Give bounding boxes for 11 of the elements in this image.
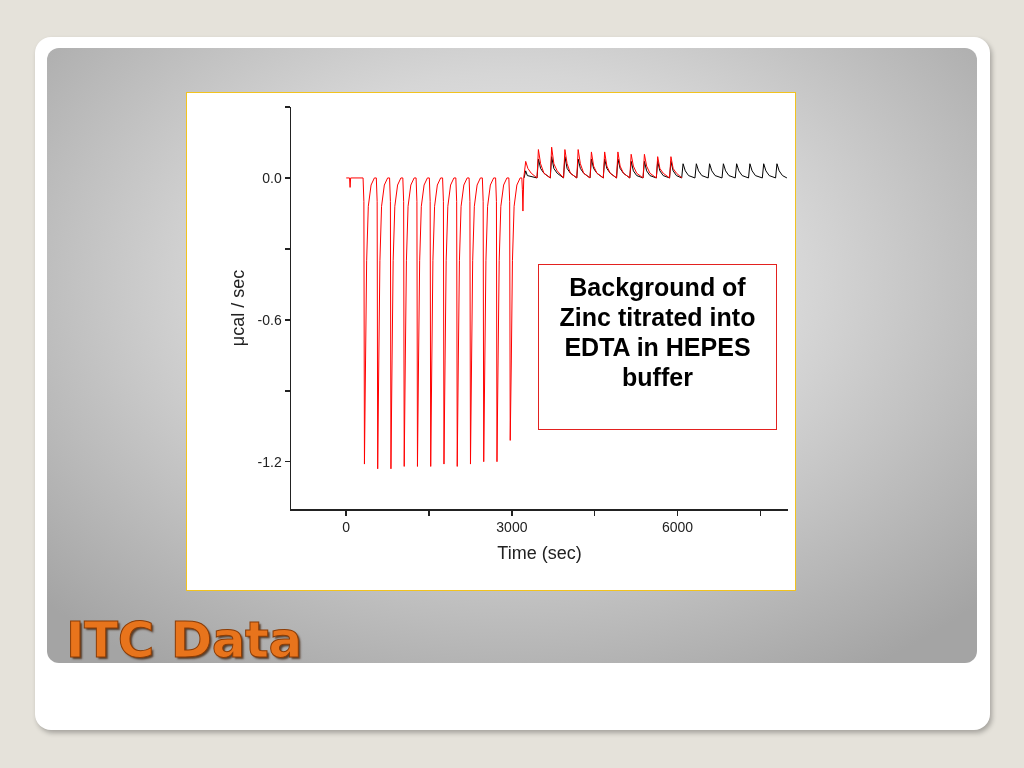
y-tick-label: -0.6 [257,311,282,328]
y-tick-label: 0.0 [262,169,282,186]
y-axis-title: μcal / sec [228,269,249,347]
x-axis-title: Time (sec) [497,543,582,564]
x-tick-label: 6000 [661,519,694,536]
x-tick-label: 3000 [496,519,528,536]
x-tick-label: 0 [342,519,351,536]
y-tick-label: -1.2 [257,453,282,470]
text: ITC Data [66,611,302,669]
annotation: Background of Zinc titrated into EDTA in HEPES buffer [558,272,757,392]
text-frame: Background of Zinc titrated into EDTA in HEPES buffer [538,264,777,430]
